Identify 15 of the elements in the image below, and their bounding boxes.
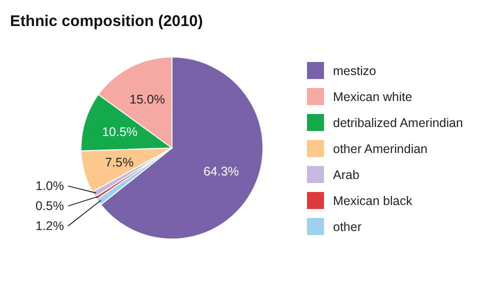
legend-label: mestizo: [333, 64, 376, 78]
legend-label: other: [333, 220, 362, 234]
legend-label: detribalized Amerindian: [333, 116, 463, 130]
data-label: 10.5%: [102, 124, 138, 139]
legend-label: Mexican white: [333, 90, 412, 104]
data-label: 1.2%: [36, 219, 64, 233]
data-label: 0.5%: [36, 199, 64, 213]
legend-label: Mexican black: [333, 194, 413, 208]
data-label: 15.0%: [129, 92, 165, 106]
data-label: 64.3%: [203, 164, 239, 179]
chart-title: Ethnic composition (2010): [10, 13, 203, 30]
data-label: 1.0%: [36, 179, 64, 193]
legend-label: other Amerindian: [333, 142, 428, 156]
data-label: 7.5%: [105, 155, 134, 170]
legend-label: Arab: [333, 168, 360, 182]
